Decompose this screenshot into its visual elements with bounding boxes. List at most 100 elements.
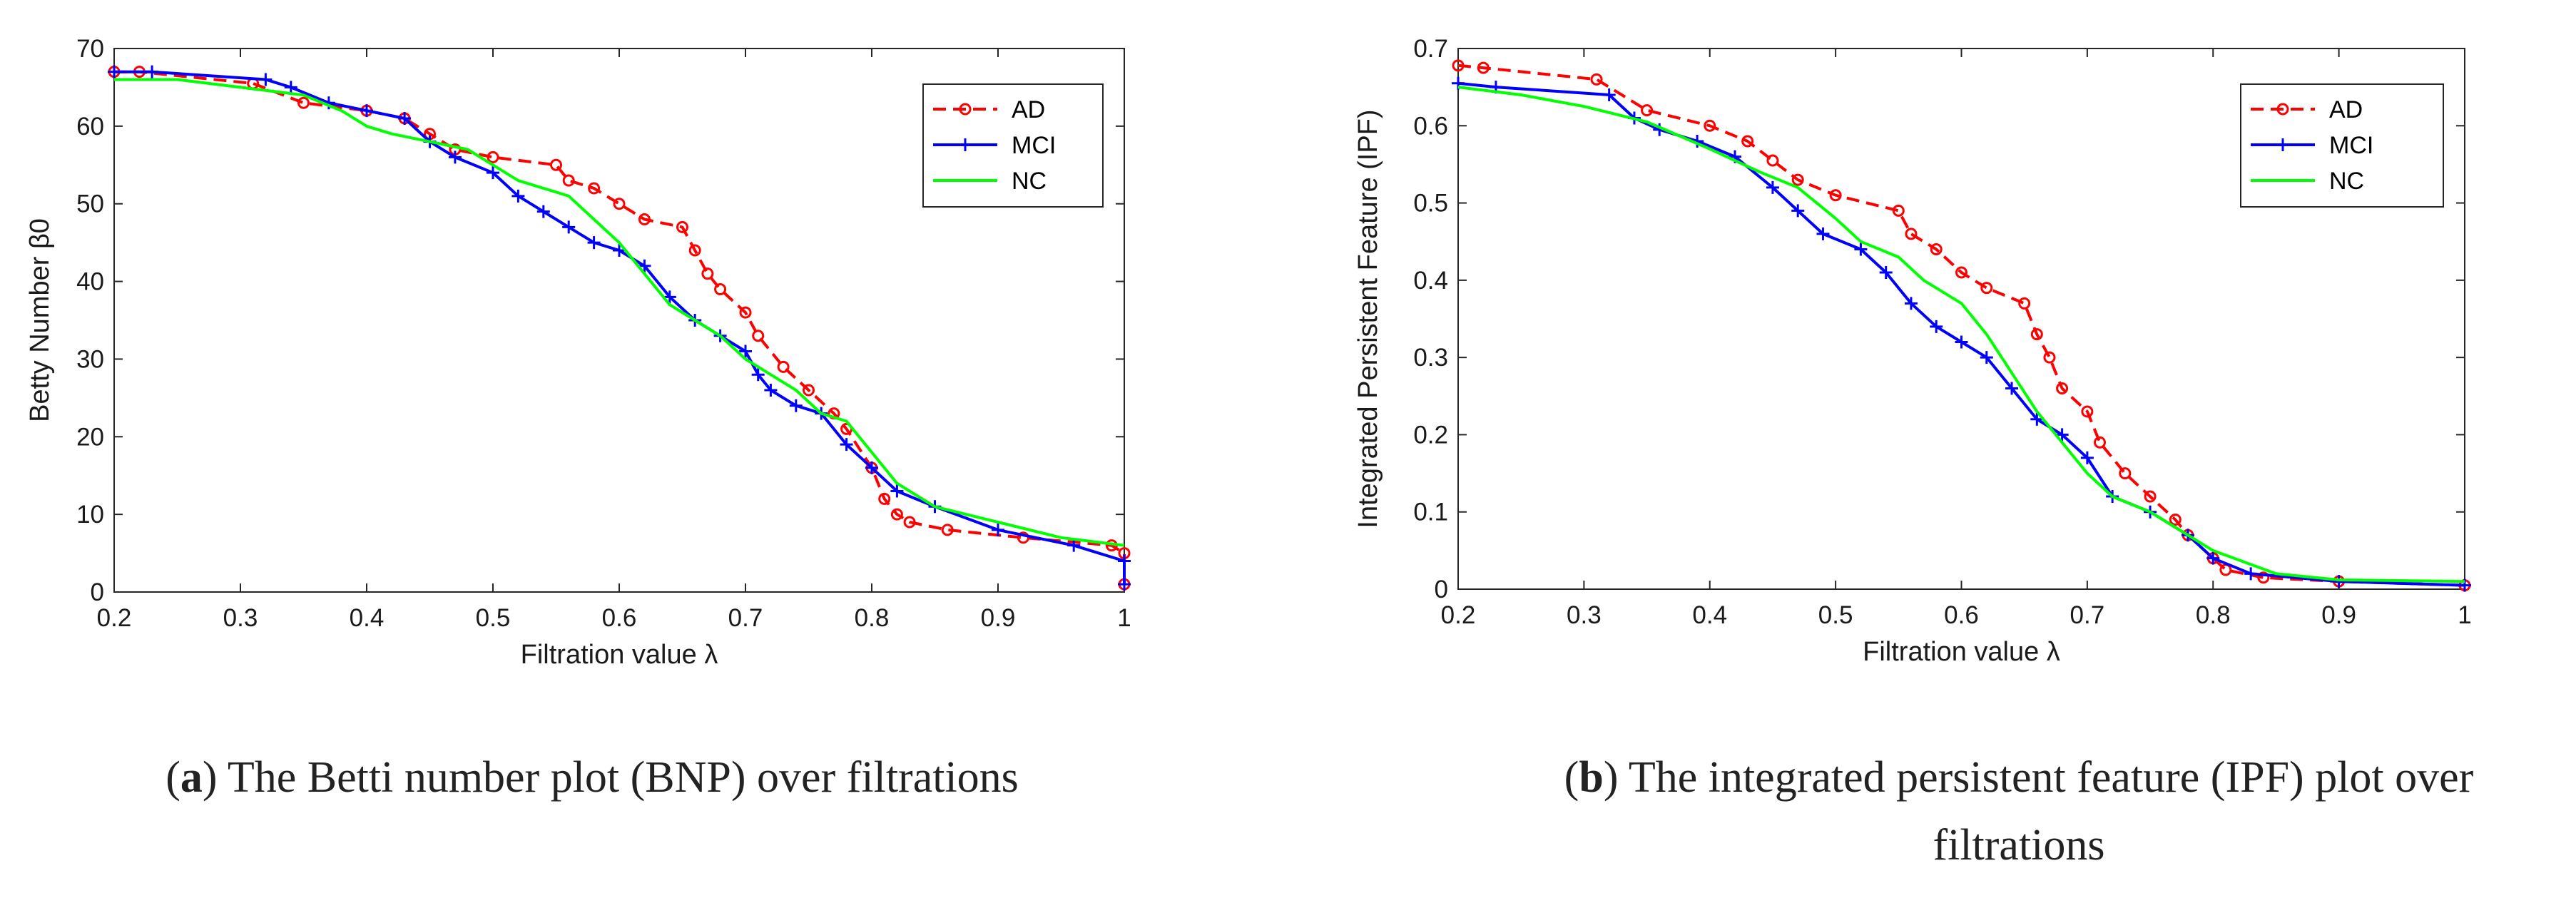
data-point [1704, 119, 1716, 132]
x-tick-label: 0.9 [2321, 601, 2356, 629]
data-point [638, 213, 651, 225]
legend: AD MCI NC [2240, 83, 2444, 208]
data-point [1602, 88, 1616, 101]
y-tick-label: 0.6 [1413, 112, 1448, 140]
series-line-ad [1457, 63, 2465, 587]
y-tick-label: 20 [76, 423, 104, 451]
data-point [398, 111, 412, 125]
legend-marker [959, 103, 972, 116]
data-point [1955, 335, 1968, 349]
data-point [613, 244, 626, 257]
y-tick-label: 0.7 [1413, 35, 1448, 63]
data-point [1118, 578, 1131, 591]
data-point [2030, 328, 2043, 341]
series-group [1452, 59, 2471, 592]
data-point [2144, 490, 2157, 503]
data-point [562, 220, 576, 234]
data-point [2005, 382, 2019, 395]
x-tick-label: 0.3 [223, 604, 258, 632]
data-point [739, 306, 752, 319]
data-point [146, 65, 159, 78]
data-point [1641, 104, 1654, 117]
data-point [2169, 514, 2182, 526]
data-point [764, 383, 778, 397]
data-point [890, 508, 903, 521]
data-point [676, 220, 688, 233]
caption-label: a [180, 753, 203, 802]
data-point [1590, 73, 1603, 86]
legend: AD MCI NC [922, 83, 1104, 208]
legend-entry-ad: AD [933, 96, 1045, 123]
y-tick-label: 0 [1435, 576, 1448, 603]
legend-label: MCI [2329, 132, 2373, 159]
data-point [663, 290, 676, 304]
x-tick-label: 0.5 [476, 604, 511, 632]
y-tick-label: 0.5 [1413, 190, 1448, 218]
data-point [789, 399, 803, 412]
series-nc [114, 78, 1125, 547]
caption-b-line1: (b) The integrated persistent feature (I… [1564, 753, 2474, 802]
data-point [2332, 575, 2346, 588]
data-point [1829, 189, 1842, 202]
x-tick-label: 0.6 [602, 604, 637, 632]
x-tick-label: 0.2 [1441, 601, 1476, 629]
data-point [890, 484, 904, 498]
caption-text: The integrated persistent feature (IPF) … [1629, 753, 2474, 802]
legend-marker [959, 138, 972, 151]
data-point [1766, 154, 1779, 167]
data-point [1816, 227, 1830, 240]
data-point [1980, 351, 1993, 364]
y-tick-label: 10 [76, 501, 104, 529]
x-tick-label: 0.3 [1567, 601, 1602, 629]
x-tick-label: 1 [2458, 601, 2471, 629]
data-point [2018, 297, 2031, 310]
data-point [1892, 204, 1905, 217]
data-point [1879, 266, 1893, 280]
data-point [1854, 243, 1868, 256]
data-point [2244, 567, 2258, 581]
x-tick-label: 0.6 [1944, 601, 1979, 629]
caption-label: b [1579, 753, 1603, 802]
y-tick-label: 0.3 [1413, 344, 1448, 372]
data-point [2257, 571, 2270, 584]
data-point [588, 182, 601, 195]
data-point [1118, 554, 1131, 568]
x-axis-ticks: 0.2 0.3 0.4 0.5 0.6 0.7 0.8 0.9 1 [97, 49, 1131, 632]
data-point [1955, 266, 1967, 279]
series-line-nc [1457, 86, 2465, 583]
data-point [941, 524, 954, 536]
data-point [701, 267, 714, 280]
panel-ipf-plot: 0.2 0.3 0.4 0.5 0.6 0.7 0.8 0.9 1 00.10.20.30.40… [1353, 35, 2474, 869]
data-point [297, 96, 310, 109]
legend-marker [2276, 103, 2289, 116]
data-point [108, 65, 121, 78]
data-point [2030, 412, 2044, 426]
data-point [2043, 351, 2056, 364]
series-group [108, 65, 1131, 591]
y-tick-label: 0.4 [1413, 267, 1448, 295]
data-point [550, 158, 562, 171]
data-point [751, 368, 765, 382]
x-tick-label: 0.2 [97, 604, 132, 632]
data-point [1791, 173, 1804, 186]
data-point [536, 205, 550, 218]
x-tick-label: 0.7 [728, 604, 763, 632]
data-point [2056, 382, 2069, 394]
data-point [803, 384, 815, 397]
data-point [1067, 539, 1081, 552]
x-tick-label: 0.9 [981, 604, 1016, 632]
data-point [360, 104, 373, 118]
legend-label: NC [1012, 168, 1047, 195]
data-point [1980, 282, 1993, 295]
legend-box [922, 83, 1104, 208]
x-tick-label: 0.4 [350, 604, 385, 632]
legend-label: AD [2329, 96, 2363, 123]
data-point [1477, 61, 1490, 74]
legend-entry-mci: MCI [2251, 132, 2373, 159]
legend-entry-mci: MCI [933, 132, 1056, 159]
data-point [1452, 59, 1465, 72]
y-tick-label: 70 [76, 35, 104, 63]
panel-betti-number-plot: 0.2 0.3 0.4 0.5 0.6 0.7 0.8 0.9 1 0 10 20 30 40 50 60 7… [25, 35, 1131, 802]
data-point [1791, 204, 1805, 218]
data-point [2119, 467, 2132, 480]
